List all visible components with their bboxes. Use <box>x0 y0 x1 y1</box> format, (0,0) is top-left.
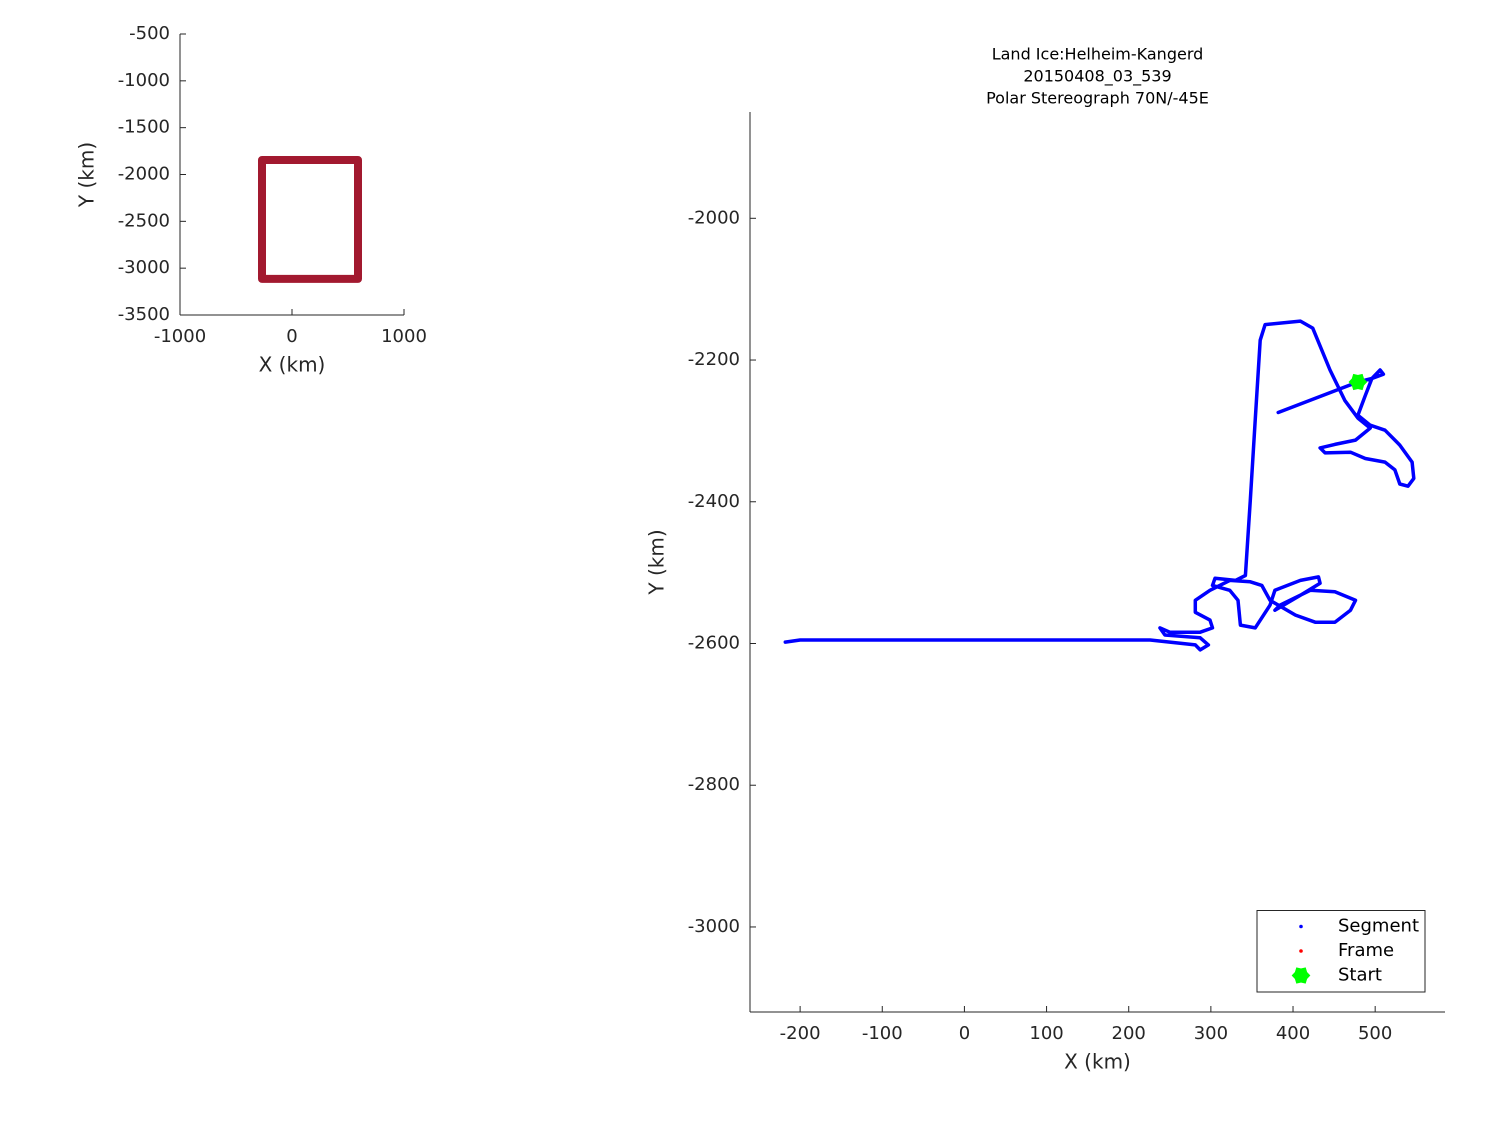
y-axis-label: Y (km) <box>75 142 99 208</box>
y-tick-label: -2400 <box>688 491 740 512</box>
x-tick-label: 0 <box>286 326 297 347</box>
track <box>258 156 362 283</box>
x-tick-label: -200 <box>780 1023 821 1044</box>
x-tick-label: -1000 <box>154 326 206 347</box>
legend-marker <box>1299 924 1303 929</box>
y-tick-label: -2000 <box>688 207 740 228</box>
legend-label: Start <box>1338 965 1382 986</box>
y-tick-label: -3500 <box>118 304 170 325</box>
x-tick-label: -100 <box>862 1023 903 1044</box>
y-tick-label: -2000 <box>118 164 170 185</box>
legend-label: Segment <box>1338 916 1419 937</box>
y-tick-label: -2600 <box>688 632 740 653</box>
start-marker <box>1291 967 1311 984</box>
legend-box <box>1256 910 1426 993</box>
y-tick-label: -1500 <box>118 117 170 138</box>
y-tick-label: -3000 <box>118 257 170 278</box>
y-tick-label: -2200 <box>688 349 740 370</box>
y-tick-label: -2800 <box>688 774 740 795</box>
track <box>783 319 1416 652</box>
y-tick-label: -2500 <box>118 210 170 231</box>
x-tick-label: 300 <box>1194 1023 1228 1044</box>
x-axis-label: X (km) <box>1064 1050 1131 1074</box>
y-axis-label: Y (km) <box>645 529 669 595</box>
x-tick-label: 400 <box>1276 1023 1310 1044</box>
x-tick-label: 500 <box>1358 1023 1392 1044</box>
start-marker <box>1348 373 1368 391</box>
x-tick-label: 100 <box>1029 1023 1063 1044</box>
x-tick-label: 0 <box>959 1023 970 1044</box>
x-axis-label: X (km) <box>259 353 326 377</box>
y-tick-label: -500 <box>129 23 170 44</box>
chart-title: 20150408_03_539 <box>1023 67 1171 87</box>
chart-title: Land Ice:Helheim-Kangerd <box>992 45 1204 64</box>
y-tick-label: -1000 <box>118 70 170 91</box>
x-tick-label: 200 <box>1112 1023 1146 1044</box>
legend-marker <box>1299 949 1303 953</box>
y-tick-label: -3000 <box>688 916 740 937</box>
legend-label: Frame <box>1338 940 1394 961</box>
x-tick-label: 1000 <box>381 326 427 347</box>
chart-title: Polar Stereograph 70N/-45E <box>986 89 1209 108</box>
